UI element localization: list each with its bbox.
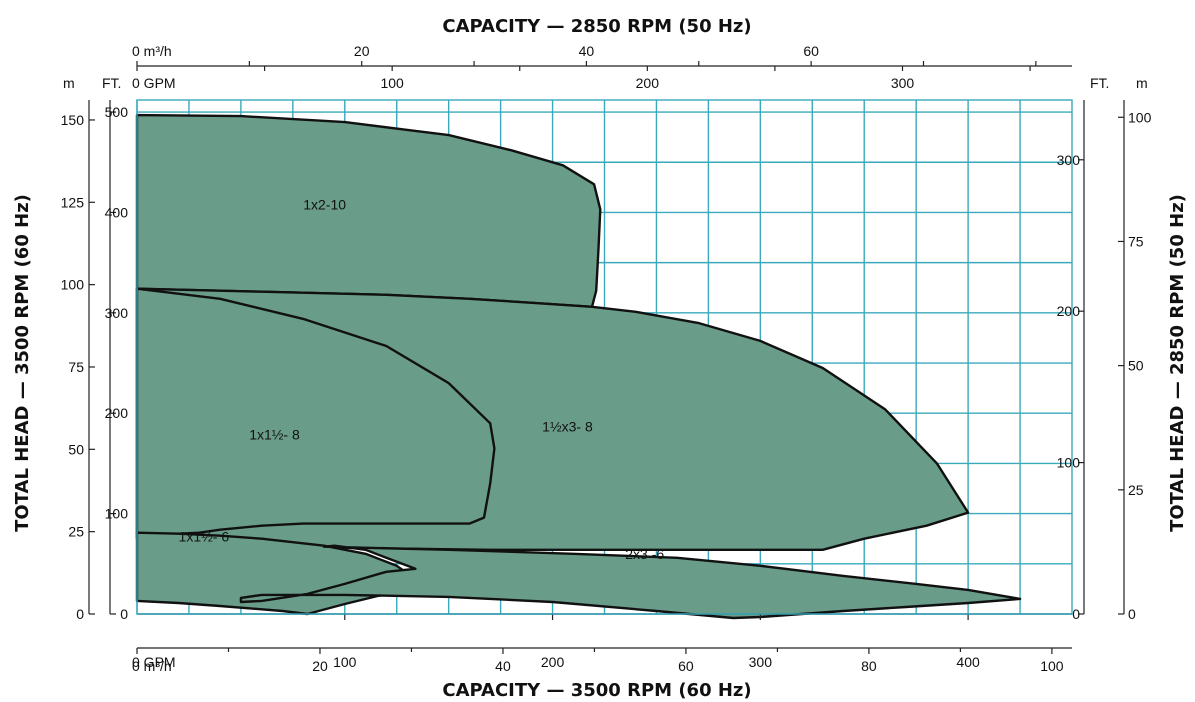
right-m-tick-label: 25 bbox=[1128, 482, 1144, 498]
region-4 bbox=[239, 544, 1022, 620]
left-ft-tick-label: 300 bbox=[105, 305, 129, 321]
bottom-axis-title: CAPACITY — 3500 RPM (60 Hz) bbox=[442, 680, 751, 701]
region-label-3: 1x1½- 6 bbox=[179, 529, 230, 545]
right-ft-tick-label: 0 bbox=[1072, 606, 1080, 622]
right-ft-tick-label: 100 bbox=[1057, 455, 1081, 471]
plot-border bbox=[136, 99, 1073, 615]
pump-coverage-regions: 1x2-10 1½x3- 8 1x1½- 8 1x1½- 6 2x3 -6 bbox=[135, 113, 1022, 620]
top-gpm-tick-label: 100 bbox=[380, 75, 404, 91]
bottom-m3h-tick-label: 80 bbox=[861, 658, 877, 674]
bottom-gpm-unit: 0 GPM bbox=[132, 654, 176, 670]
left-m-tick-label: 150 bbox=[61, 112, 85, 128]
bottom-gpm-tick-label: 100 bbox=[333, 654, 357, 670]
right-axis-title: TOTAL HEAD — 2850 RPM (50 Hz) bbox=[1167, 194, 1188, 532]
region-label-4: 2x3 -6 bbox=[625, 546, 664, 562]
right-ft-tick-label: 200 bbox=[1057, 303, 1081, 319]
left-m-tick-label: 50 bbox=[68, 441, 84, 457]
left-m-tick-label: 100 bbox=[61, 277, 85, 293]
bottom-gpm-tick-label: 400 bbox=[956, 654, 980, 670]
left-ft-tick-label: 500 bbox=[105, 104, 129, 120]
left-m-unit: m bbox=[63, 75, 75, 91]
bottom-gpm-tick-label: 200 bbox=[541, 654, 565, 670]
bottom-m3h-unit: 0 m³/h bbox=[132, 658, 172, 674]
top-gpm-unit: 0 GPM bbox=[132, 75, 176, 91]
top-gpm-tick-label: 200 bbox=[636, 75, 660, 91]
left-ft-unit: FT. bbox=[102, 75, 121, 91]
region-label-2: 1x1½- 8 bbox=[249, 426, 300, 442]
region-2 bbox=[135, 287, 496, 535]
bottom-m3h-tick-label: 60 bbox=[678, 658, 694, 674]
region-label-0: 1x2-10 bbox=[303, 196, 346, 212]
left-ft-tick-label: 400 bbox=[105, 204, 129, 220]
right-m-tick-label: 75 bbox=[1128, 233, 1144, 249]
right-ft-tick-label: 300 bbox=[1057, 152, 1081, 168]
region-0 bbox=[135, 113, 602, 308]
left-ft-tick-label: 200 bbox=[105, 405, 129, 421]
left-m-tick-label: 25 bbox=[68, 524, 84, 540]
right-m-tick-label: 0 bbox=[1128, 606, 1136, 622]
left-ft-tick-label: 0 bbox=[120, 606, 128, 622]
top-m3h-tick-label: 20 bbox=[354, 43, 370, 59]
right-m-tick-label: 100 bbox=[1128, 109, 1152, 125]
left-m-tick-label: 125 bbox=[61, 194, 85, 210]
left-axis-title: TOTAL HEAD — 3500 RPM (60 Hz) bbox=[12, 194, 33, 532]
bottom-gpm-tick-label: 300 bbox=[749, 654, 773, 670]
top-m3h-tick-label: 60 bbox=[803, 43, 819, 59]
top-axis-title: CAPACITY — 2850 RPM (50 Hz) bbox=[442, 16, 751, 37]
right-ft-unit: FT. bbox=[1090, 75, 1109, 91]
left-ft-tick-label: 100 bbox=[105, 506, 129, 522]
top-gpm-tick-label: 300 bbox=[891, 75, 915, 91]
right-m-tick-label: 50 bbox=[1128, 358, 1144, 374]
region-label-1: 1½x3- 8 bbox=[542, 418, 593, 434]
bottom-m3h-tick-label: 20 bbox=[312, 658, 328, 674]
bottom-m3h-tick-label: 40 bbox=[495, 658, 511, 674]
left-m-tick-label: 75 bbox=[68, 359, 84, 375]
top-m3h-unit: 0 m³/h bbox=[132, 43, 172, 59]
top-m3h-tick-label: 40 bbox=[579, 43, 595, 59]
right-m-unit: m bbox=[1136, 75, 1148, 91]
left-m-tick-label: 0 bbox=[76, 606, 84, 622]
bottom-m3h-tick-label: 100 bbox=[1040, 658, 1064, 674]
